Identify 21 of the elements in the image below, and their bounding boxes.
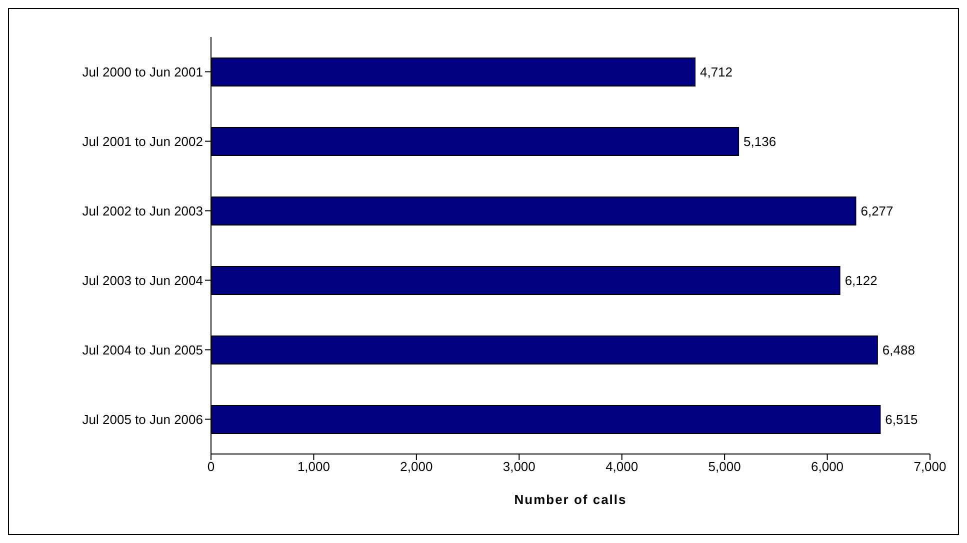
data-label: 4,712 bbox=[700, 64, 733, 80]
y-tick-label: Jul 2002 to Jun 2003 bbox=[82, 203, 203, 218]
x-tick-label: 0 bbox=[207, 459, 215, 474]
y-tick-label: Jul 2004 to Jun 2005 bbox=[82, 342, 203, 358]
y-tick-label: Jul 2000 to Jun 2001 bbox=[82, 64, 203, 80]
y-tick-label: Jul 2001 to Jun 2002 bbox=[82, 134, 203, 149]
x-tick-label: 1,000 bbox=[297, 459, 330, 474]
x-tick-label: 6,000 bbox=[811, 459, 844, 474]
y-tick-label: Jul 2005 to Jun 2006 bbox=[82, 412, 203, 427]
data-label: 6,277 bbox=[860, 204, 894, 219]
x-tick-label: 2,000 bbox=[400, 459, 433, 474]
x-tick-label: 7,000 bbox=[914, 459, 946, 474]
x-axis-title: Number of calls bbox=[514, 492, 627, 507]
data-label: 6,515 bbox=[885, 412, 918, 428]
data-label: 6,122 bbox=[844, 273, 878, 288]
x-tick-label: 4,000 bbox=[606, 459, 638, 474]
data-label: 6,488 bbox=[882, 342, 915, 358]
y-tick-label: Jul 2003 to Jun 2004 bbox=[82, 272, 203, 288]
x-tick-label: 3,000 bbox=[502, 459, 536, 474]
x-tick-label: 5,000 bbox=[708, 459, 741, 474]
data-label: 5,136 bbox=[744, 134, 776, 150]
